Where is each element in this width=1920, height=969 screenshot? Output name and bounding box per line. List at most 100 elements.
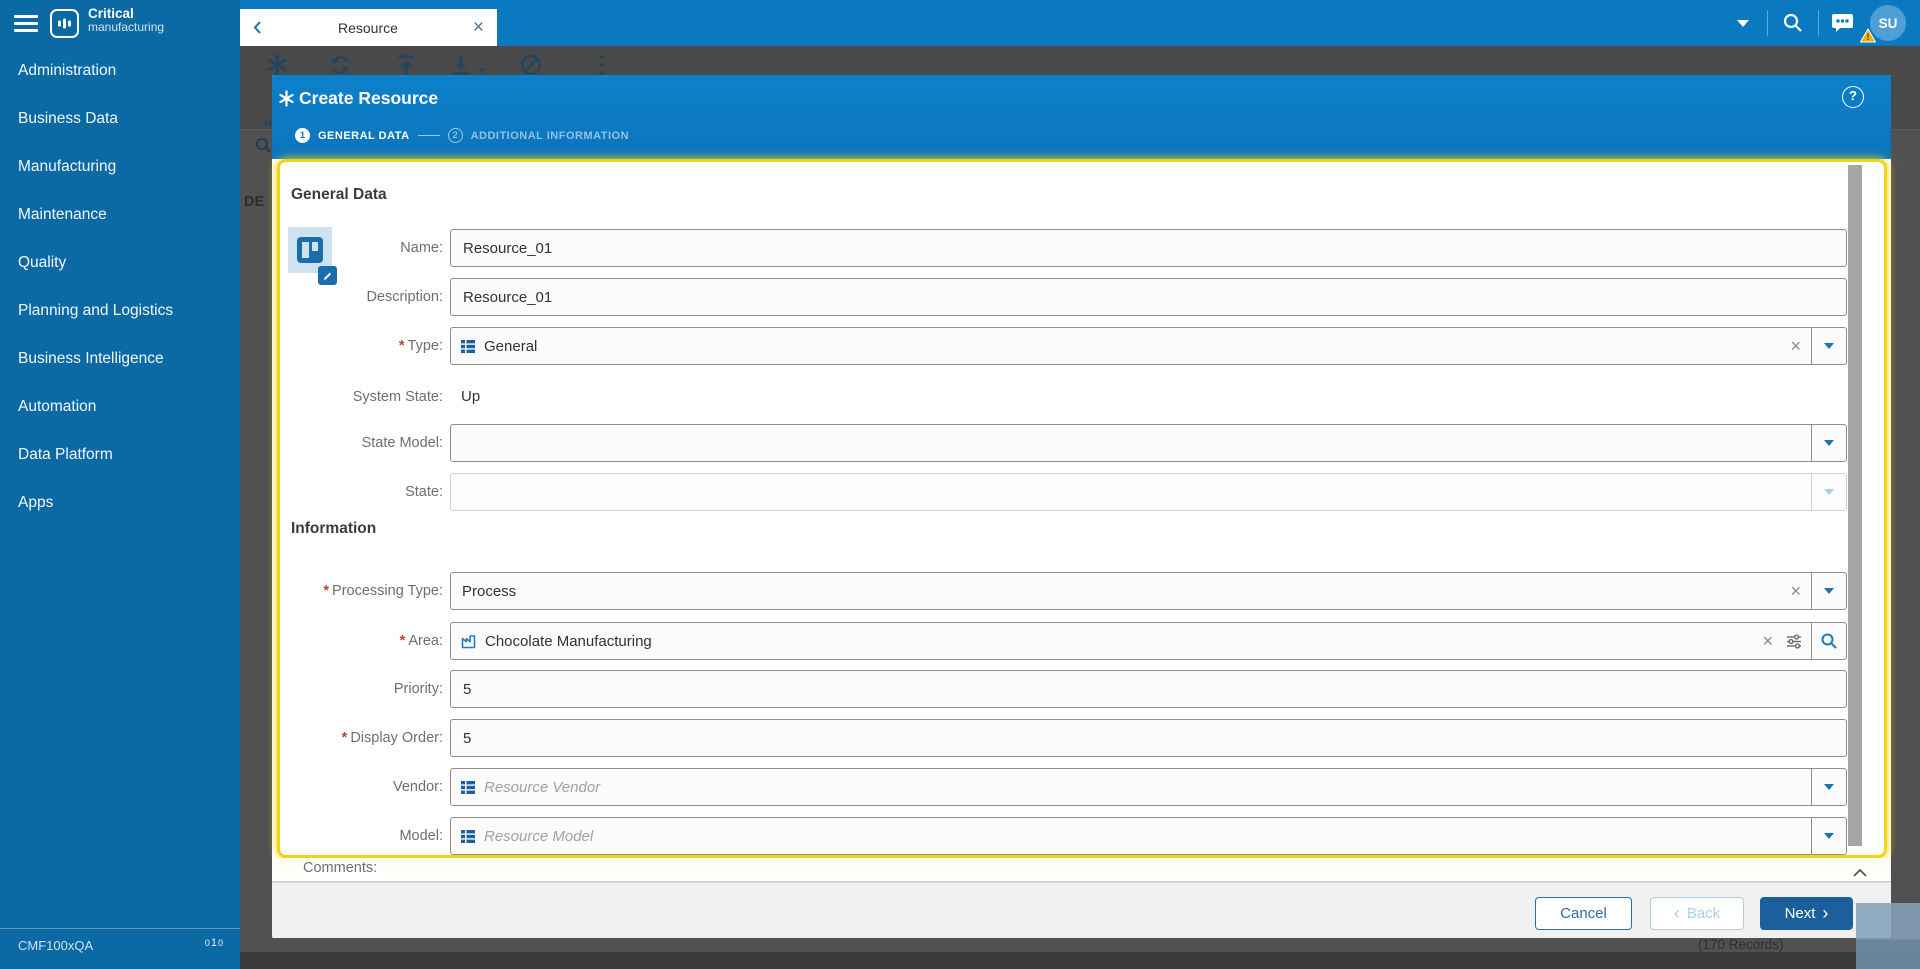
wizard-header: Create Resource ? 1 GENERAL DATA 2 ADDIT… — [272, 75, 1891, 159]
next-button[interactable]: Next › — [1760, 897, 1853, 930]
state-model-combobox[interactable] — [450, 424, 1847, 462]
comments-row: Comments: — [272, 858, 1891, 882]
area-advanced-filter-icon[interactable] — [1783, 633, 1811, 650]
logo-bars-icon — [58, 18, 71, 29]
sidebar-item-data-platform[interactable]: Data Platform — [18, 446, 113, 463]
form-row-state-model: State Model: — [280, 424, 1847, 462]
wizard-body-highlight: General Data Name: Description: — [277, 159, 1887, 858]
form-scrollbar[interactable] — [1848, 165, 1862, 846]
sidebar-item-quality[interactable]: Quality — [18, 254, 67, 271]
model-dropdown-button[interactable] — [1811, 818, 1846, 854]
form-row-name: Name: — [280, 229, 1847, 267]
form-row-state: State: — [280, 473, 1847, 511]
required-marker: * — [323, 583, 330, 599]
step-1-indicator[interactable]: 1 — [295, 128, 310, 143]
resource-image — [288, 227, 332, 273]
form-row-model: Model: Resource Model — [280, 817, 1847, 855]
sidebar-item-business-data[interactable]: Business Data — [18, 110, 118, 127]
list-icon — [460, 828, 476, 844]
search-icon — [1821, 633, 1837, 649]
cancel-button[interactable]: Cancel — [1535, 897, 1632, 930]
tab-close-icon[interactable]: × — [472, 17, 484, 38]
area-clear-icon[interactable]: × — [1762, 631, 1773, 651]
display-order-label: * Display Order: — [341, 730, 443, 746]
vendor-combobox[interactable]: Resource Vendor — [450, 768, 1847, 806]
refresh-icon — [328, 53, 352, 82]
tab-title: Resource — [337, 19, 398, 36]
processing-type-combobox[interactable]: Process × — [450, 572, 1847, 610]
required-marker: * — [398, 338, 405, 354]
form-row-system-state: System State: Up — [280, 378, 1847, 416]
environment-label: CMF100xQA — [18, 938, 94, 953]
user-avatar[interactable]: SU — [1870, 5, 1906, 41]
step-2-indicator[interactable]: 2 — [447, 128, 463, 143]
topbar-separator — [1767, 10, 1768, 36]
sidebar: Critical manufacturing Administration Bu… — [0, 0, 240, 969]
area-entity-picker[interactable]: Chocolate Manufacturing × — [450, 622, 1847, 660]
warning-icon: ! — [1859, 27, 1877, 48]
background-partial-text: DE — [244, 194, 265, 210]
screen-capture-artifact — [1856, 903, 1920, 969]
type-clear-icon[interactable]: × — [1790, 336, 1801, 356]
terminate-icon — [519, 53, 543, 82]
name-label: Name: — [400, 240, 443, 256]
sidebar-item-maintenance[interactable]: Maintenance — [18, 206, 107, 223]
sidebar-item-manufacturing[interactable]: Manufacturing — [18, 158, 117, 175]
comments-collapse-chevron-icon[interactable] — [1852, 864, 1868, 882]
type-dropdown-button[interactable] — [1811, 328, 1846, 364]
model-combobox[interactable]: Resource Model — [450, 817, 1847, 855]
type-value: General — [484, 337, 538, 355]
help-icon[interactable]: ? — [1842, 86, 1864, 108]
sidebar-item-apps[interactable]: Apps — [18, 494, 54, 511]
list-icon — [460, 779, 476, 795]
caret-down-icon — [1824, 833, 1834, 839]
state-dropdown-button-disabled — [1811, 474, 1846, 510]
required-marker: * — [341, 730, 348, 746]
upload-icon — [394, 53, 418, 82]
processing-type-value: Process — [462, 582, 517, 600]
edit-image-pencil-icon[interactable] — [318, 266, 337, 285]
messages-icon[interactable] — [1830, 11, 1855, 40]
download-caret-icon — [477, 62, 487, 80]
area-search-button[interactable] — [1811, 623, 1846, 659]
model-placeholder: Resource Model — [484, 827, 594, 845]
area-value: Chocolate Manufacturing — [485, 632, 652, 650]
tabs-dropdown-caret-icon[interactable] — [1737, 20, 1749, 27]
download-icon — [449, 53, 473, 82]
sidebar-item-planning-logistics[interactable]: Planning and Logistics — [18, 302, 174, 319]
priority-input[interactable] — [450, 670, 1847, 708]
caret-down-icon — [1824, 343, 1834, 349]
display-order-input[interactable] — [450, 719, 1847, 757]
sidebar-item-business-intelligence[interactable]: Business Intelligence — [18, 350, 164, 367]
processing-type-dropdown-button[interactable] — [1811, 573, 1846, 609]
hamburger-menu-icon[interactable] — [14, 15, 38, 32]
resource-glyph-icon — [297, 237, 323, 263]
sidebar-item-automation[interactable]: Automation — [18, 398, 97, 415]
tab-back-chevron-icon[interactable] — [252, 20, 263, 35]
tab-resource[interactable]: Resource × — [240, 9, 497, 46]
critical-manufacturing-logo-icon — [50, 9, 79, 38]
type-label: * Type: — [398, 338, 443, 354]
background-bottom-strip — [240, 952, 1920, 969]
state-model-label: State Model: — [361, 435, 443, 451]
chevron-right-icon: › — [1822, 902, 1829, 923]
wizard-title: Create Resource — [299, 88, 439, 108]
sidebar-nav: Administration Business Data Manufacturi… — [0, 47, 240, 527]
description-input[interactable] — [450, 278, 1847, 316]
brand-light: manufacturing — [88, 20, 165, 35]
vendor-dropdown-button[interactable] — [1811, 769, 1846, 805]
step-1-label: GENERAL DATA — [318, 129, 410, 142]
area-factory-icon — [460, 633, 477, 650]
global-search-icon[interactable] — [1781, 11, 1805, 40]
name-input[interactable] — [450, 229, 1847, 267]
sidebar-item-administration[interactable]: Administration — [18, 62, 117, 79]
processing-type-clear-icon[interactable]: × — [1790, 581, 1801, 601]
form-row-type: * Type: General × — [280, 327, 1847, 365]
back-button: ‹ Back — [1650, 897, 1744, 930]
vendor-placeholder: Resource Vendor — [484, 778, 601, 796]
priority-label: Priority: — [393, 681, 443, 697]
more-options-icon — [598, 53, 606, 82]
wizard-footer: Cancel ‹ Back Next › — [272, 882, 1891, 938]
type-combobox[interactable]: General × — [450, 327, 1847, 365]
state-model-dropdown-button[interactable] — [1811, 425, 1846, 461]
